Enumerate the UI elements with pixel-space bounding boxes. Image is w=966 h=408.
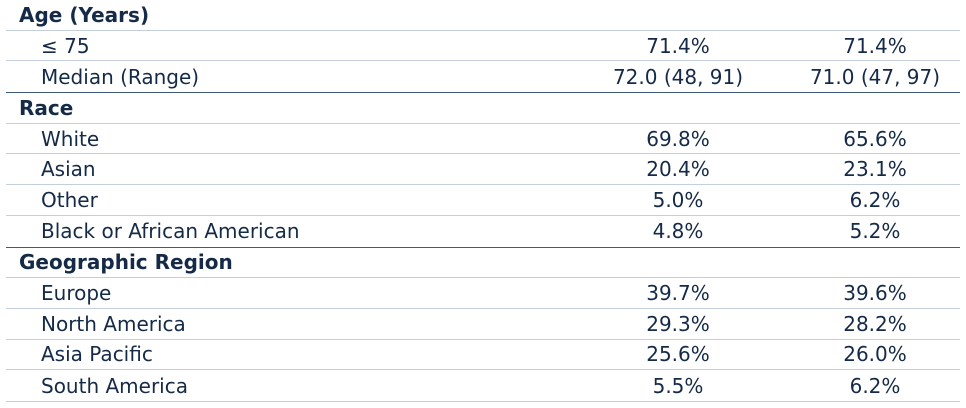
section-geographic-region: Geographic Region Europe 39.7% 39.6% Nor… — [6, 246, 960, 402]
table-row: Asia Pacific 25.6% 26.0% — [6, 340, 960, 371]
section-header: Age (Years) — [6, 0, 960, 31]
table-row: North America 29.3% 28.2% — [6, 309, 960, 340]
row-value-col2: 26.0% — [843, 342, 907, 367]
table-row: ≤ 75 71.4% 71.4% — [6, 31, 960, 62]
section-race: Race White 69.8% 65.6% Asian 20.4% 23.1%… — [6, 92, 960, 246]
row-value-col2: 71.4% — [843, 33, 907, 58]
row-value-col2: 23.1% — [843, 157, 907, 182]
section-header: Race — [6, 93, 960, 124]
row-label: North America — [41, 311, 186, 336]
row-label: White — [41, 126, 100, 151]
row-value-col1: 4.8% — [652, 219, 704, 244]
table-row: Black or African American 4.8% 5.2% — [6, 216, 960, 247]
row-value-col2: 65.6% — [843, 126, 907, 151]
row-label: South America — [41, 373, 188, 398]
table-row: Median (Range) 72.0 (48, 91) 71.0 (47, 9… — [6, 61, 960, 92]
section-header: Geographic Region — [6, 248, 960, 279]
row-label: Asian — [41, 157, 96, 182]
section-age: Age (Years) ≤ 75 71.4% 71.4% Median (Ran… — [6, 0, 960, 92]
table-row: Asian 20.4% 23.1% — [6, 154, 960, 186]
row-value-col1: 5.0% — [652, 187, 704, 212]
table-row: White 69.8% 65.6% — [6, 124, 960, 155]
table-row: South America 5.5% 6.2% — [6, 370, 960, 401]
row-label: Asia Pacific — [41, 342, 153, 367]
row-value-col1: 72.0 (48, 91) — [612, 64, 744, 89]
row-value-col1: 25.6% — [646, 342, 710, 367]
row-value-col2: 5.2% — [849, 219, 901, 244]
row-value-col1: 20.4% — [646, 157, 710, 182]
row-value-col2: 39.6% — [843, 281, 907, 306]
row-value-col1: 39.7% — [646, 281, 710, 306]
table-row: Other 5.0% 6.2% — [6, 185, 960, 216]
row-label: Other — [41, 187, 98, 212]
row-label: Black or African American — [41, 219, 300, 244]
row-label: Europe — [41, 281, 112, 306]
section-title: Race — [19, 95, 74, 120]
section-title: Geographic Region — [19, 250, 233, 275]
row-value-col1: 5.5% — [652, 373, 704, 398]
row-value-col1: 71.4% — [646, 33, 710, 58]
row-label: ≤ 75 — [41, 33, 90, 58]
section-title: Age (Years) — [19, 2, 150, 27]
row-value-col2: 6.2% — [849, 187, 901, 212]
row-value-col2: 28.2% — [843, 311, 907, 336]
row-value-col2: 71.0 (47, 97) — [809, 64, 941, 89]
row-label: Median (Range) — [41, 64, 200, 89]
row-value-col1: 29.3% — [646, 311, 710, 336]
row-value-col2: 6.2% — [849, 373, 901, 398]
table-row: Europe 39.7% 39.6% — [6, 278, 960, 309]
demographics-table: Age (Years) ≤ 75 71.4% 71.4% Median (Ran… — [6, 0, 960, 402]
row-value-col1: 69.8% — [646, 126, 710, 151]
